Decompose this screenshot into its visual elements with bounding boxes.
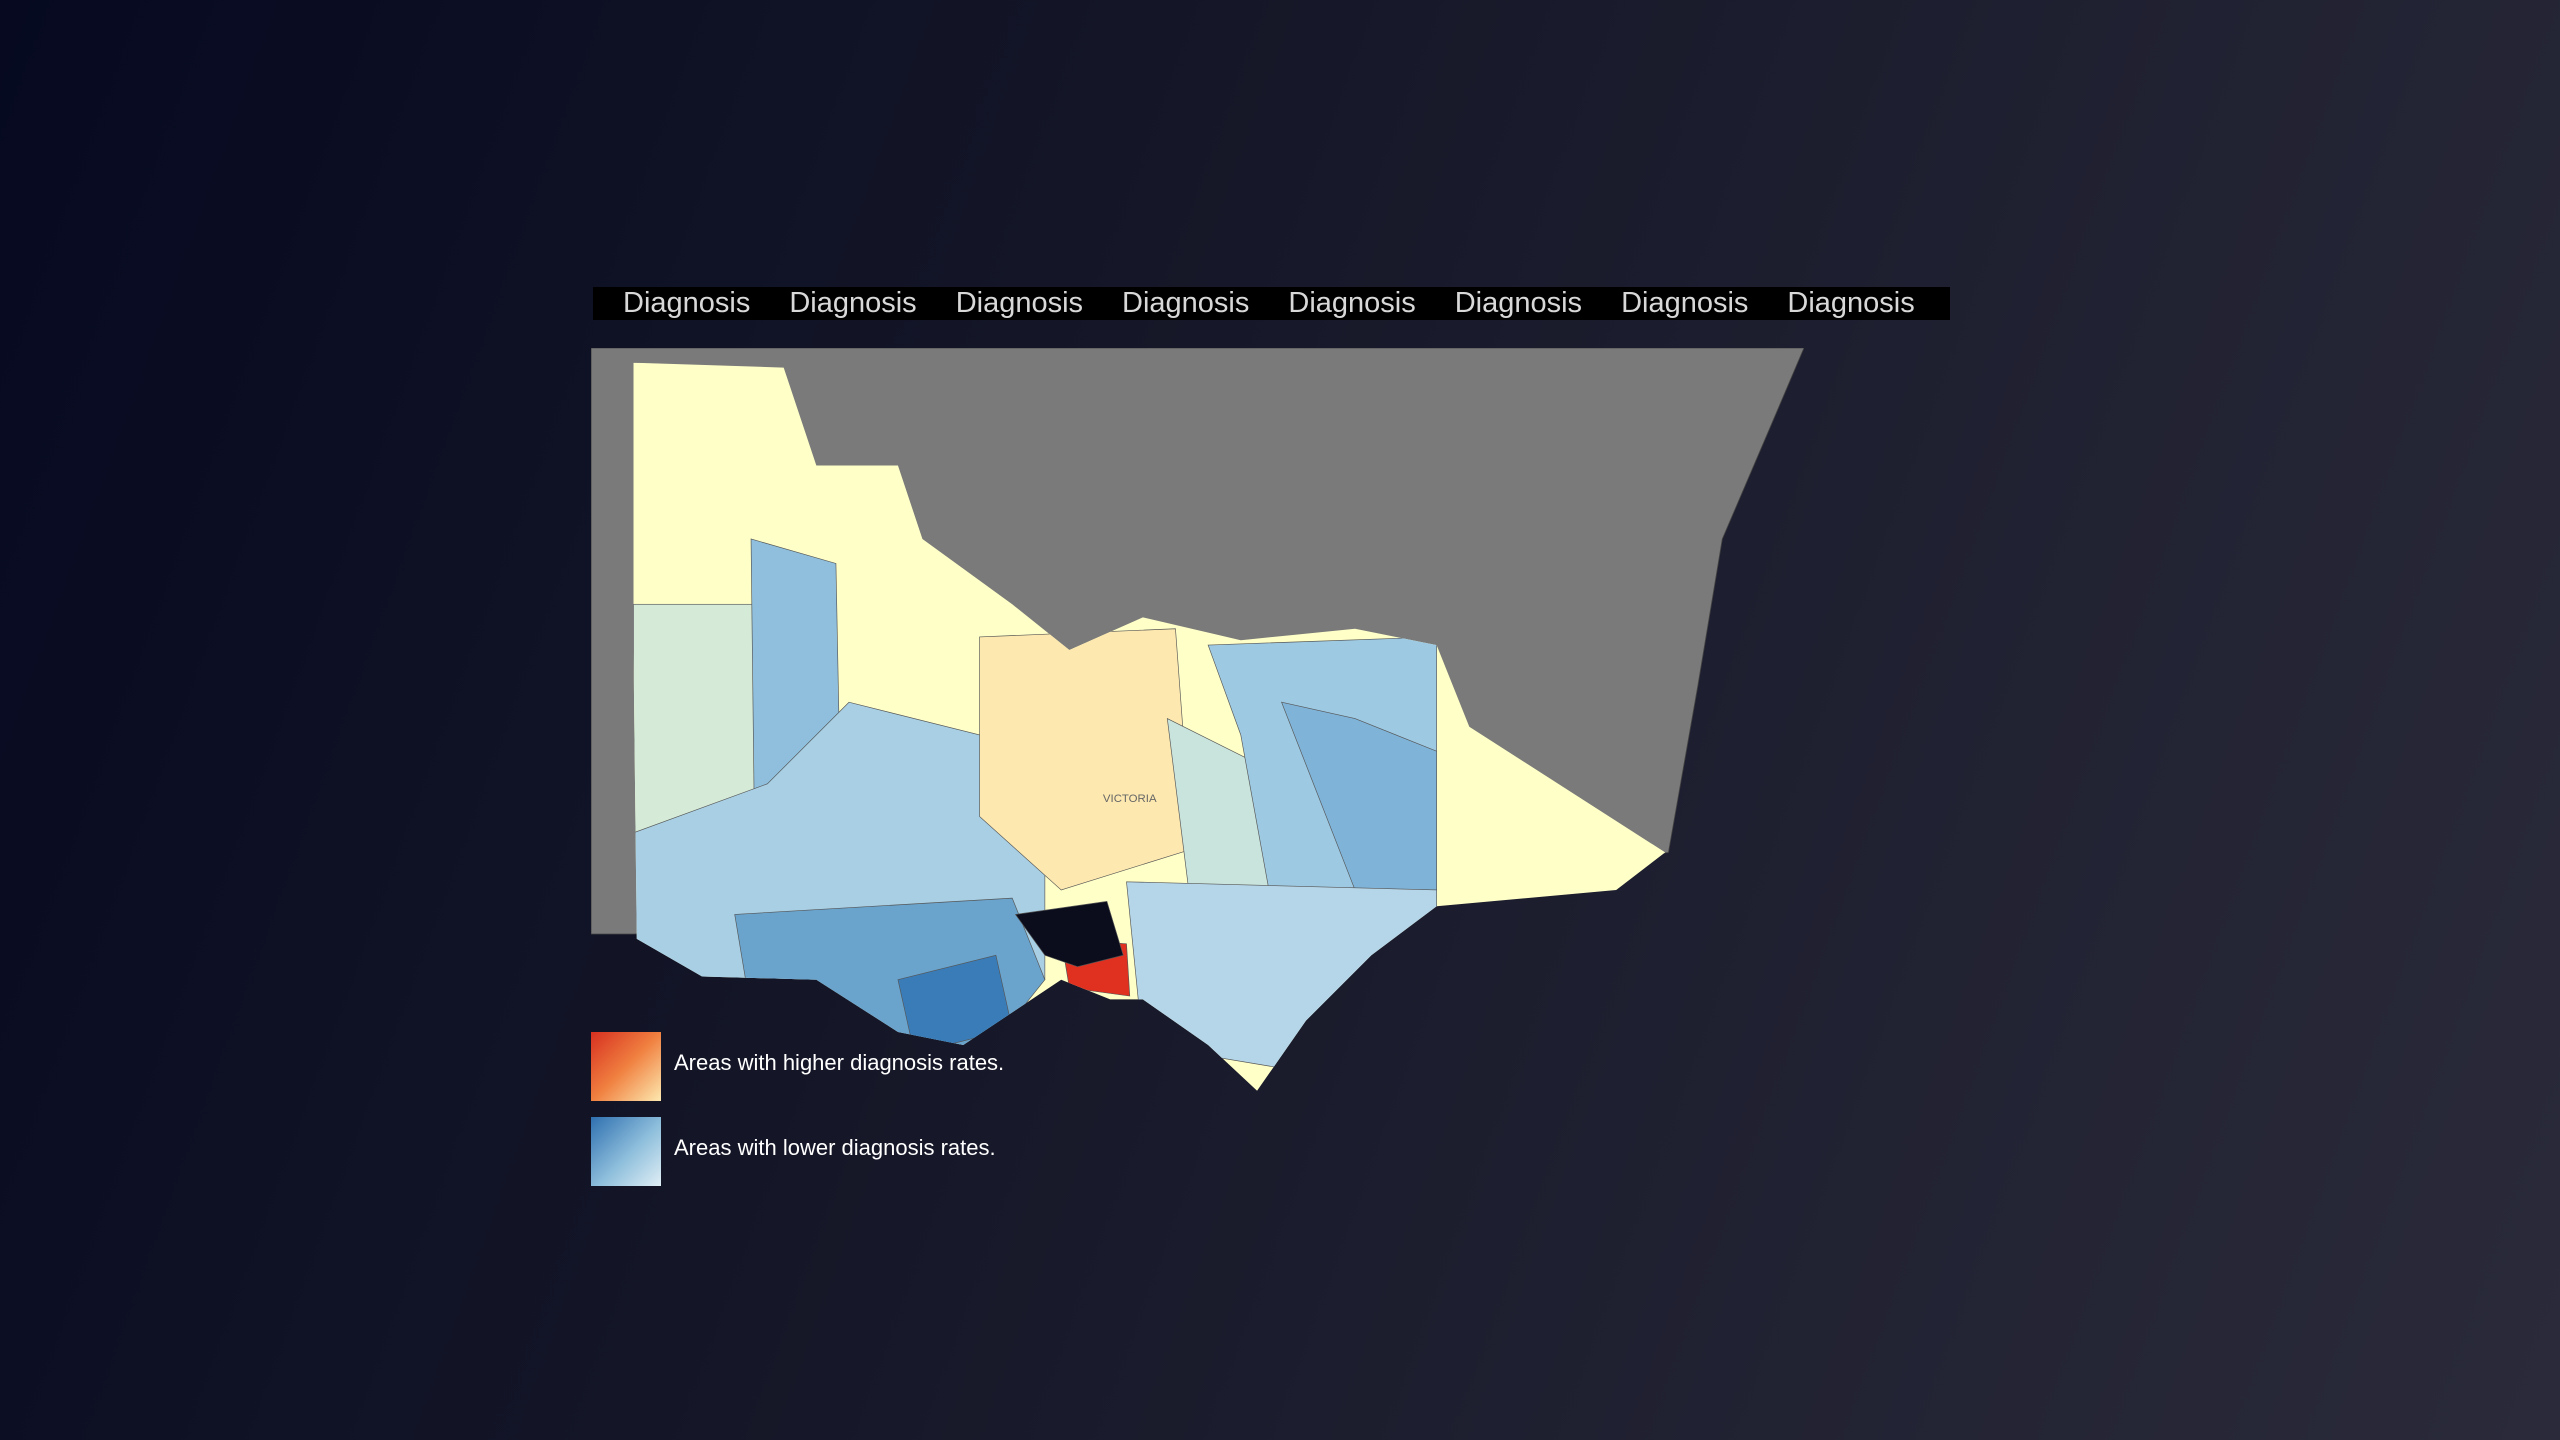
tab[interactable]: Diagnosis (1454, 287, 1583, 319)
map-label: VICTORIA (1103, 793, 1157, 805)
legend-swatch (591, 1032, 661, 1101)
legend-label: Areas with lower diagnosis rates. (674, 1135, 996, 1160)
tab-bar: Diagnosis Diagnosis Diagnosis Diagnosis … (593, 287, 1950, 320)
tab[interactable]: Diagnosis (1621, 287, 1749, 319)
tab[interactable]: Diagnosis (1787, 287, 1915, 319)
tab[interactable]: Diagnosis (623, 287, 751, 319)
tab[interactable]: Diagnosis (1122, 287, 1250, 319)
tab[interactable]: Diagnosis (955, 287, 1084, 319)
legend-label: Areas with higher diagnosis rates. (674, 1050, 1005, 1075)
tab[interactable]: Diagnosis (789, 287, 917, 319)
tab[interactable]: Diagnosis (1288, 287, 1416, 319)
legend-swatch (591, 1117, 661, 1186)
map: VICTORIA (591, 348, 1804, 1091)
